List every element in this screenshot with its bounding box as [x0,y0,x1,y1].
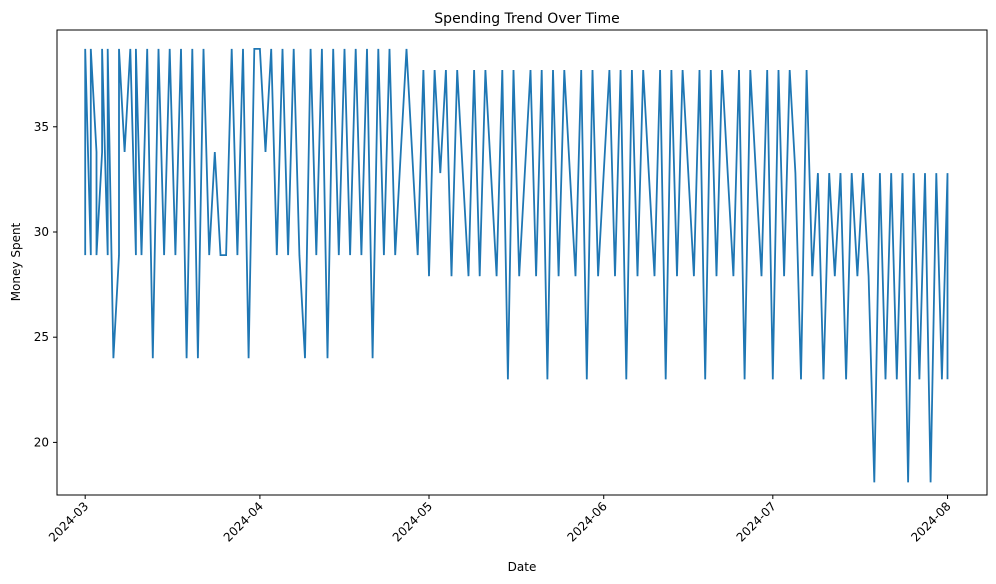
y-axis-title: Money Spent [9,222,23,301]
y-tick-label: 35 [34,120,49,134]
x-tick-label: 2024-08 [908,499,953,544]
x-tick-label: 2024-06 [564,499,609,544]
plot-frame [56,29,988,496]
x-tick-label: 2024-03 [46,499,91,544]
x-axis-ticks: 2024-03 2024-04 2024-05 2024-06 2024-07 2024-… [46,495,954,545]
series-line-0 [84,48,949,483]
y-tick-label: 20 [34,435,49,449]
x-axis-title: Date [508,560,537,574]
plot-area [57,30,996,495]
chart-title: Spending Trend Over Time [434,11,619,27]
y-tick-label: 25 [34,330,49,344]
series-layer [84,48,949,483]
y-tick-label: 30 [34,225,49,239]
y-axis-ticks: 20 25 30 35 [34,120,57,449]
x-tick-label: 2024-04 [221,499,266,544]
x-tick-label: 2024-05 [390,499,435,544]
x-tick-label: 2024-07 [734,499,779,544]
